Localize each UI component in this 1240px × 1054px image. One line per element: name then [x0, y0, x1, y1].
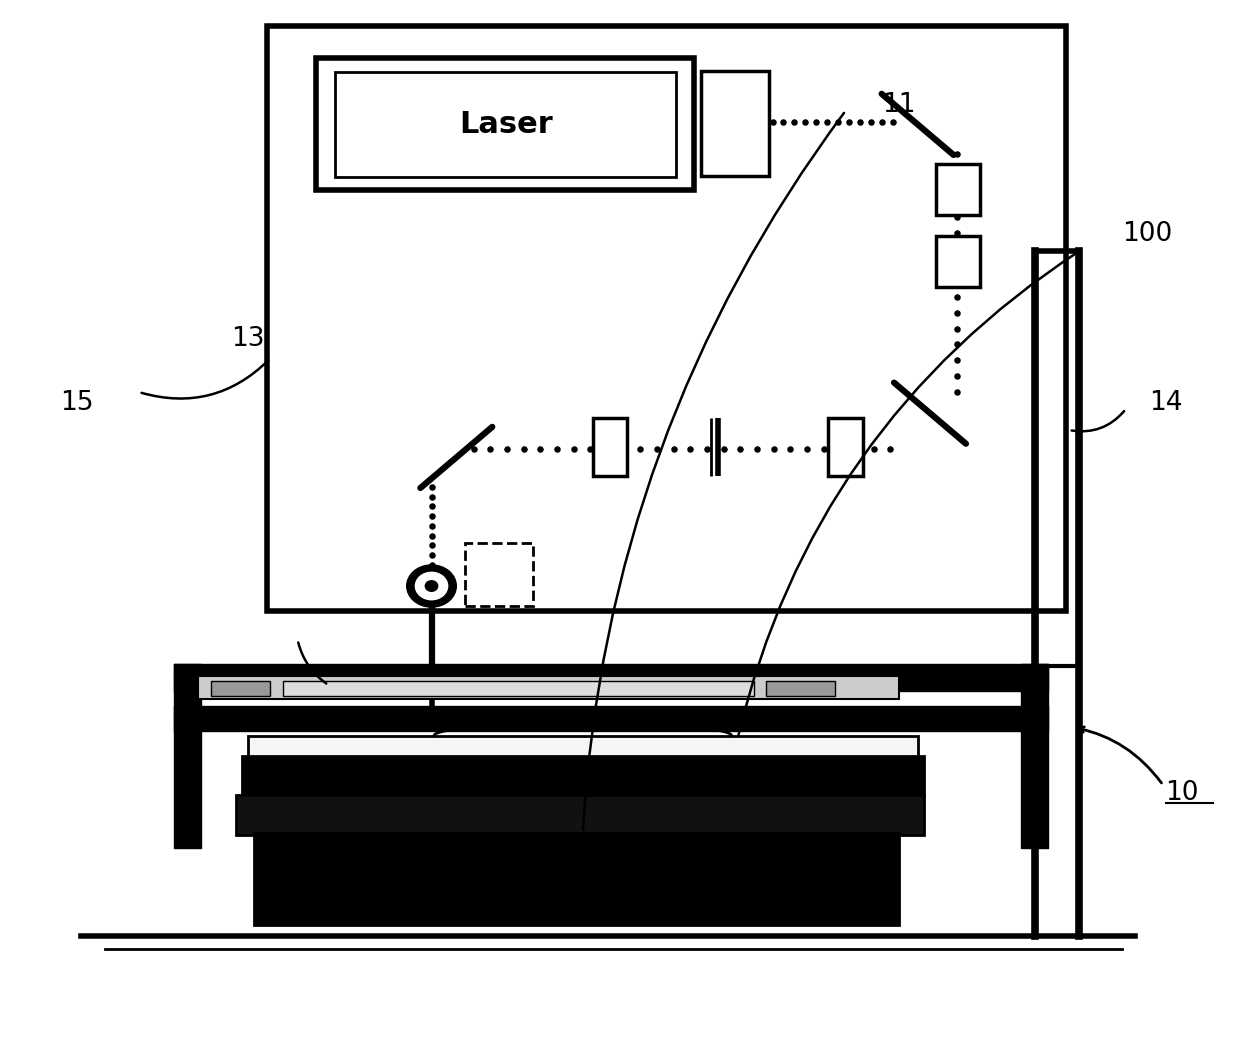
Point	[797, 441, 817, 457]
Bar	[936, 164, 980, 215]
Point	[864, 441, 884, 457]
Text: Laser: Laser	[459, 110, 553, 139]
Point	[422, 527, 441, 544]
Point	[422, 479, 441, 495]
Bar	[701, 71, 769, 176]
Point	[861, 114, 880, 131]
Bar	[283, 681, 754, 696]
Text: 13: 13	[231, 327, 265, 352]
Point	[422, 566, 441, 583]
Text: 14: 14	[1148, 390, 1183, 415]
Point	[630, 441, 650, 457]
Bar	[593, 418, 627, 476]
Point	[806, 114, 826, 131]
Point	[422, 547, 441, 564]
Point	[947, 289, 967, 306]
Bar	[465, 543, 533, 606]
Point	[422, 518, 441, 534]
Point	[947, 193, 967, 210]
Circle shape	[415, 572, 448, 600]
Point	[746, 441, 766, 457]
Point	[663, 441, 683, 457]
Point	[947, 177, 967, 194]
Point	[813, 441, 833, 457]
Point	[774, 114, 794, 131]
Point	[497, 441, 517, 457]
Point	[795, 114, 815, 131]
Point	[513, 441, 533, 457]
Point	[681, 441, 701, 457]
Bar	[267, 26, 1066, 611]
Point	[714, 441, 734, 457]
Point	[947, 273, 967, 290]
Point	[947, 320, 967, 337]
Bar	[248, 736, 918, 757]
Point	[828, 114, 848, 131]
Point	[422, 488, 441, 505]
Text: 11: 11	[882, 93, 916, 118]
Point	[730, 441, 750, 457]
Point	[947, 368, 967, 385]
Point	[839, 114, 859, 131]
Point	[947, 305, 967, 321]
Point	[422, 497, 441, 514]
Point	[947, 256, 967, 273]
Point	[947, 145, 967, 162]
Point	[847, 441, 867, 457]
Bar	[936, 236, 980, 287]
Bar	[335, 72, 676, 177]
Point	[785, 114, 805, 131]
Point	[831, 441, 851, 457]
Point	[780, 441, 800, 457]
Point	[947, 225, 967, 241]
Point	[531, 441, 551, 457]
Bar	[828, 418, 863, 476]
Point	[851, 114, 870, 131]
Point	[547, 441, 567, 457]
Point	[580, 441, 600, 457]
Point	[422, 508, 441, 525]
Point	[480, 441, 500, 457]
Bar	[766, 681, 835, 696]
Point	[883, 114, 903, 131]
Point	[598, 441, 618, 457]
Point	[464, 441, 484, 457]
Bar	[236, 795, 924, 835]
Bar	[198, 676, 899, 699]
Point	[817, 114, 837, 131]
Point	[422, 557, 441, 573]
Point	[697, 441, 717, 457]
Point	[614, 441, 634, 457]
Point	[947, 209, 967, 226]
Point	[947, 336, 967, 353]
Circle shape	[425, 581, 438, 591]
Point	[872, 114, 892, 131]
Bar	[254, 833, 899, 925]
Point	[422, 536, 441, 553]
Point	[880, 441, 900, 457]
Bar	[242, 756, 924, 796]
Bar	[211, 681, 270, 696]
Point	[763, 114, 782, 131]
Text: 15: 15	[60, 390, 94, 415]
Point	[647, 441, 667, 457]
Bar	[316, 58, 694, 190]
Text: 10: 10	[1166, 780, 1199, 805]
Circle shape	[407, 565, 456, 607]
Text: 100: 100	[1122, 221, 1172, 247]
Point	[947, 240, 967, 257]
Point	[947, 352, 967, 369]
Point	[947, 161, 967, 178]
Point	[764, 441, 784, 457]
Point	[564, 441, 584, 457]
Point	[947, 384, 967, 401]
